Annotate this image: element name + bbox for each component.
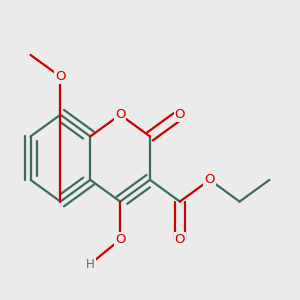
Text: O: O [175, 233, 185, 246]
Text: H: H [86, 257, 95, 271]
Text: O: O [115, 233, 125, 246]
Text: O: O [175, 108, 185, 121]
Text: O: O [55, 70, 66, 83]
Text: O: O [115, 108, 125, 121]
Text: O: O [205, 173, 215, 186]
